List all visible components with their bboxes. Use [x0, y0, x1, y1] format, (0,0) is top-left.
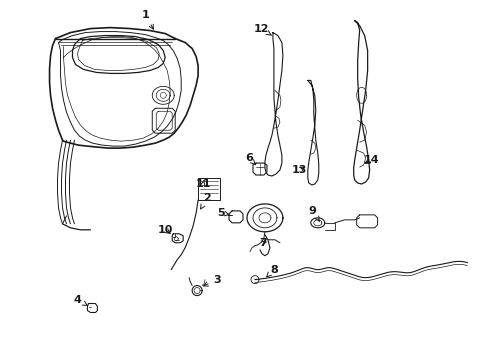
Text: 10: 10: [157, 225, 173, 235]
Text: 3: 3: [203, 275, 221, 286]
Text: 7: 7: [259, 238, 266, 248]
Text: 2: 2: [200, 193, 210, 209]
Text: 14: 14: [363, 155, 379, 165]
Text: 6: 6: [244, 153, 255, 165]
Text: 1: 1: [141, 10, 153, 29]
Text: 12: 12: [253, 24, 271, 35]
Text: 9: 9: [308, 206, 319, 221]
Text: 8: 8: [266, 265, 277, 277]
Text: 13: 13: [291, 165, 307, 175]
Text: 4: 4: [73, 294, 87, 306]
Text: 5: 5: [217, 208, 228, 218]
Bar: [198, 178, 220, 200]
Text: 11: 11: [195, 179, 210, 189]
